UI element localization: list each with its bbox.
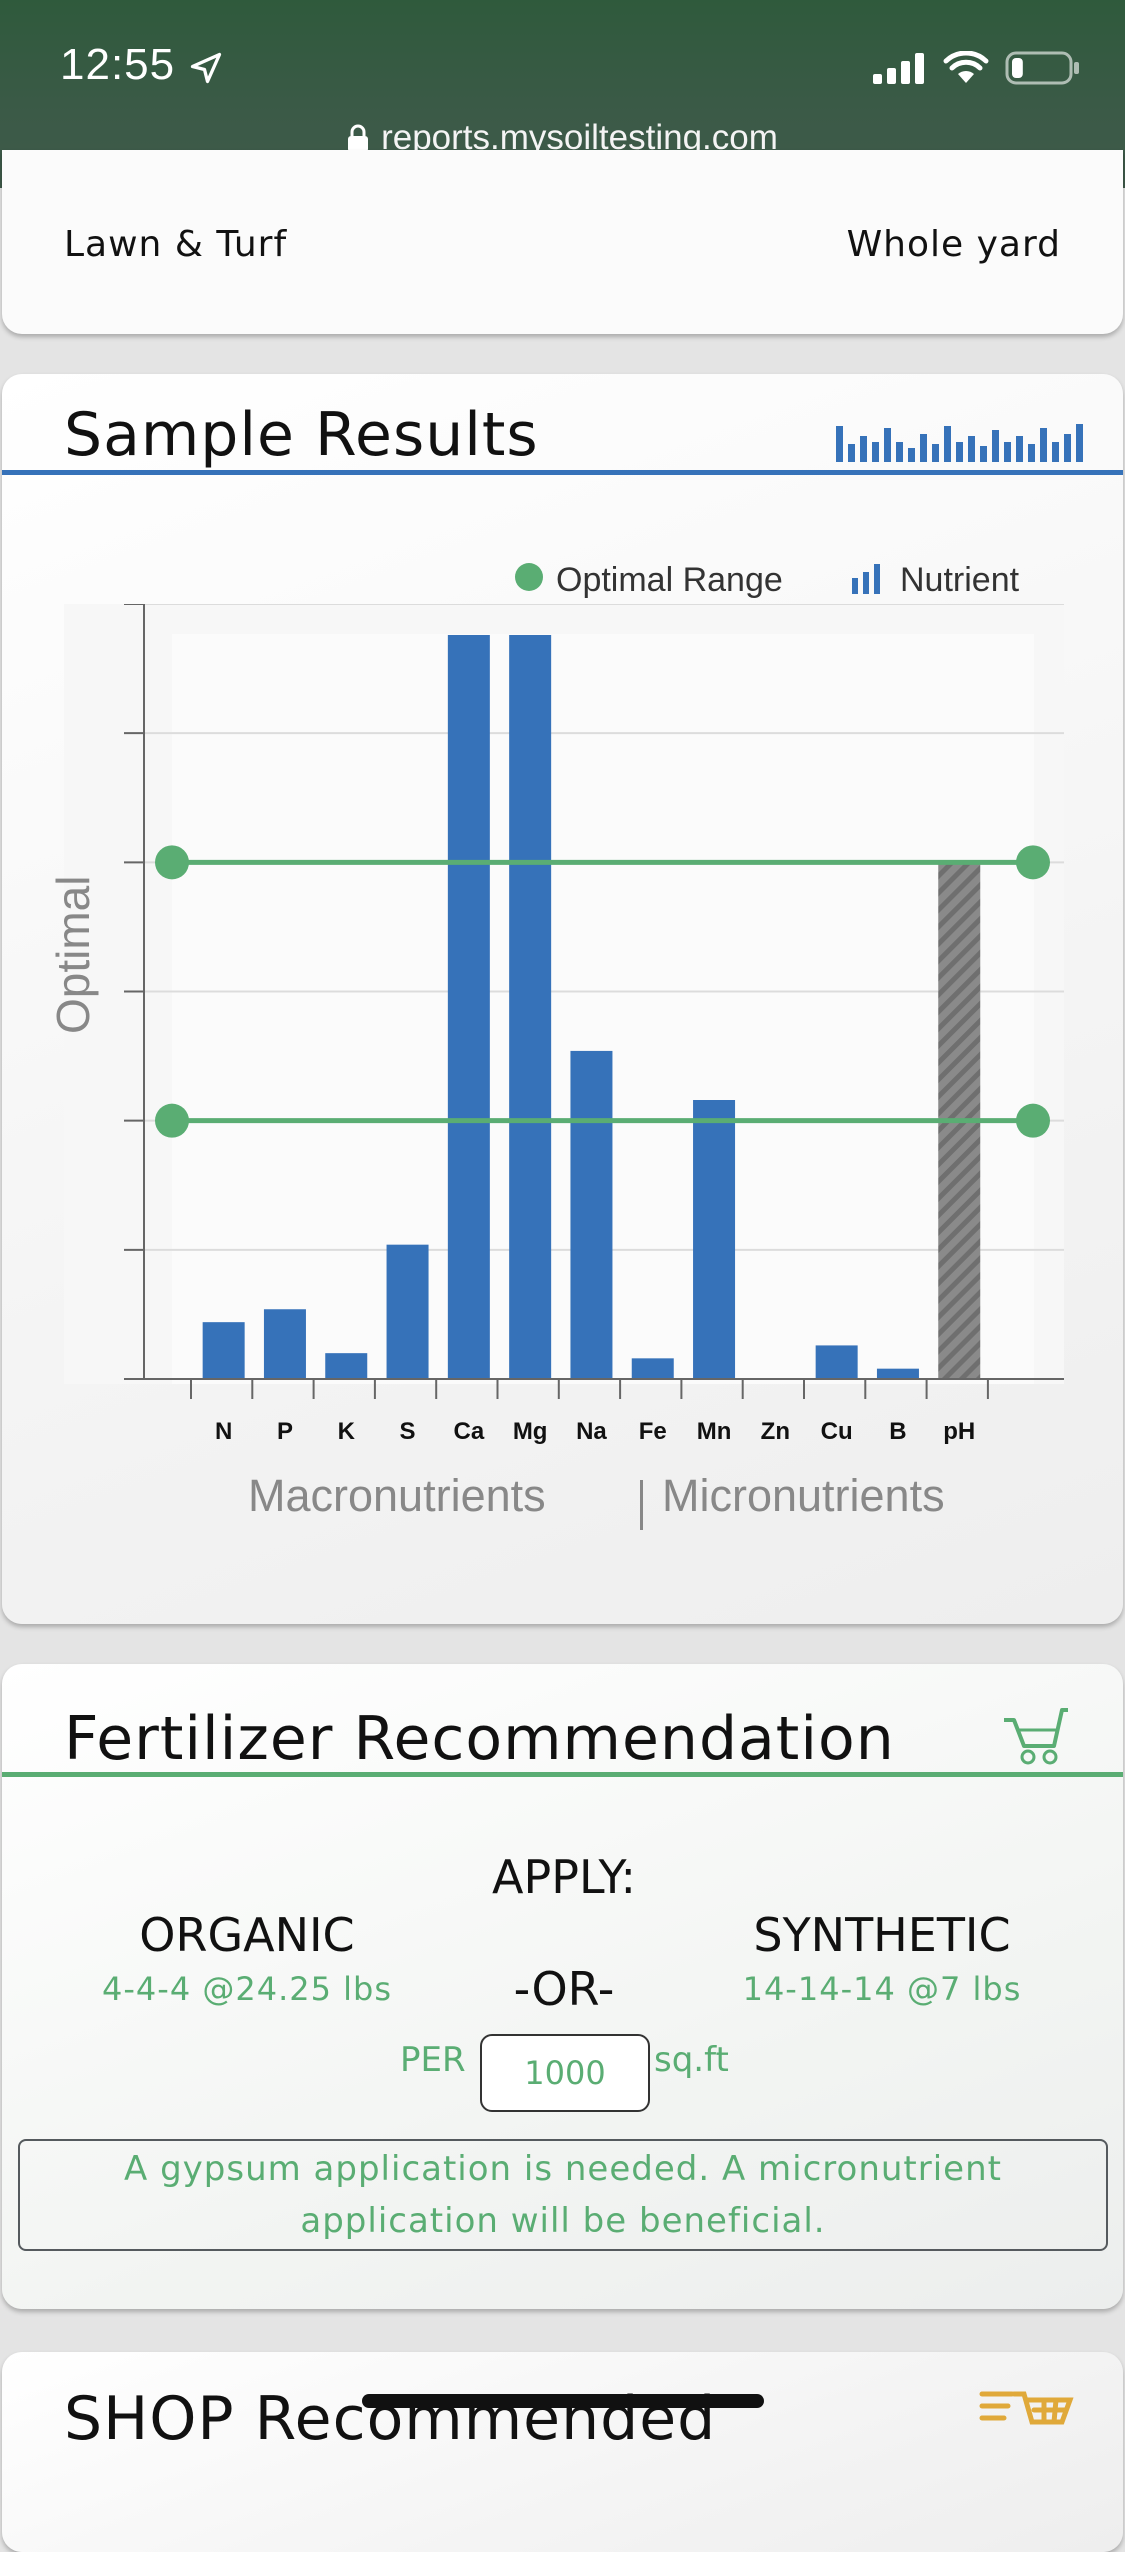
fertilizer-title-divider xyxy=(2,1772,1123,1777)
shopping-list-cart-icon[interactable] xyxy=(978,2388,1074,2438)
x-tick-label-ca: Ca xyxy=(454,1418,485,1445)
fertilizer-card: Fertilizer Recommendation APPLY: ORGANIC… xyxy=(2,1664,1123,2309)
y-axis-label: Optimal xyxy=(47,875,99,1034)
legend-optimal-marker-icon xyxy=(515,563,543,591)
recommendation-note-box: A gypsum application is needed. A micron… xyxy=(18,2139,1108,2251)
sample-results-card: Sample Results Optimal Range Nutrient xyxy=(2,374,1123,1624)
battery-icon xyxy=(1005,51,1079,85)
bar-chart-icon xyxy=(836,424,1083,462)
x-tick-label-na: Na xyxy=(576,1418,607,1445)
crop-type-label: Lawn & Turf xyxy=(64,224,288,265)
synthetic-value: 14-14-14 @7 lbs xyxy=(742,1970,1022,2008)
bar-na xyxy=(570,1050,613,1379)
x-tick-label-s: S xyxy=(400,1418,416,1445)
legend-nutrient-label: Nutrient xyxy=(900,561,1020,599)
legend-optimal-label: Optimal Range xyxy=(556,561,783,599)
x-tick-label-n: N xyxy=(215,1418,232,1445)
bar-k xyxy=(325,1353,368,1379)
bar-ca xyxy=(447,635,490,1379)
bar-b xyxy=(876,1368,919,1379)
optimal-range-marker xyxy=(155,845,189,880)
shop-card: SHOP Recommended xyxy=(2,2352,1123,2552)
organic-value: 4-4-4 @24.25 lbs xyxy=(102,1970,392,2008)
bar-s xyxy=(386,1244,429,1379)
micronutrients-group-label: Micronutrients xyxy=(662,1470,945,1521)
x-tick-label-mg: Mg xyxy=(513,1418,548,1445)
area-input-value: 1000 xyxy=(524,2054,606,2092)
bar-n xyxy=(202,1322,245,1379)
x-tick-label-b: B xyxy=(889,1418,906,1445)
results-title: Sample Results xyxy=(64,400,539,470)
legend-nutrient-marker-icon xyxy=(852,564,880,594)
bar-mn xyxy=(693,1100,736,1379)
area-input[interactable]: 1000 xyxy=(480,2034,650,2112)
x-tick-label-zn: Zn xyxy=(761,1418,790,1445)
home-indicator[interactable] xyxy=(362,2394,764,2408)
fertilizer-title: Fertilizer Recommendation xyxy=(64,1704,895,1774)
per-label: PER xyxy=(400,2040,466,2080)
organic-label: ORGANIC xyxy=(139,1908,355,1962)
status-time: 12:55 xyxy=(60,40,176,89)
x-tick-label-k: K xyxy=(338,1418,356,1445)
or-label: -OR- xyxy=(513,1962,615,2016)
bar-mg xyxy=(509,635,552,1379)
group-divider xyxy=(640,1480,643,1530)
optimal-range-marker xyxy=(1016,845,1050,880)
results-title-divider xyxy=(2,470,1123,475)
area-label: Whole yard xyxy=(846,224,1061,265)
synthetic-label: SYNTHETIC xyxy=(753,1908,1011,1962)
x-tick-label-fe: Fe xyxy=(639,1418,667,1445)
cellular-signal-icon xyxy=(873,53,924,84)
bar-fe xyxy=(631,1358,674,1379)
location-arrow-icon xyxy=(190,52,222,84)
optimal-range-marker xyxy=(155,1103,189,1138)
x-tick-label-ph: pH xyxy=(943,1418,975,1445)
lock-icon xyxy=(348,124,369,152)
bar-cu xyxy=(815,1345,858,1379)
shopping-cart-icon[interactable] xyxy=(1002,1702,1068,1766)
x-tick-label-p: P xyxy=(277,1418,293,1445)
x-tick-label-cu: Cu xyxy=(821,1418,853,1445)
recommendation-note: A gypsum application is needed. A micron… xyxy=(124,2149,1002,2241)
bar-p xyxy=(263,1309,306,1379)
wifi-icon xyxy=(943,51,989,83)
optimal-range-marker xyxy=(1016,1103,1050,1138)
sample-info-card: Lawn & Turf Whole yard xyxy=(2,150,1123,334)
unit-label: sq.ft xyxy=(654,2040,729,2080)
macronutrients-group-label: Macronutrients xyxy=(248,1470,546,1521)
x-tick-label-mn: Mn xyxy=(697,1418,732,1445)
apply-label: APPLY: xyxy=(492,1850,636,1904)
